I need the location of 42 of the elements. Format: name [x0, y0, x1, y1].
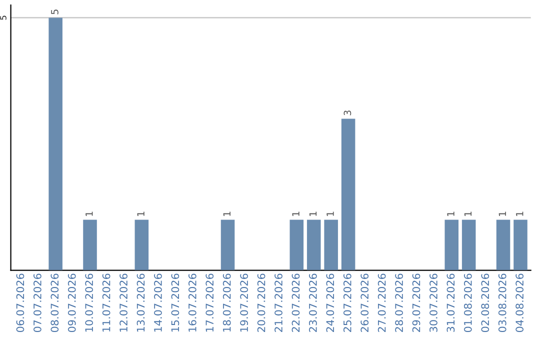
x-tick-label: 02.08.2026 [481, 274, 490, 332]
x-tick-label: 26.07.2026 [360, 274, 369, 332]
x-tick-label: 24.07.2026 [326, 274, 334, 332]
x-tick-label: 09.07.2026 [68, 274, 76, 332]
x-tick-label: 20.07.2026 [257, 274, 266, 332]
x-tick-label: 27.07.2026 [378, 274, 386, 332]
x-tick-label: 16.07.2026 [188, 274, 196, 332]
data-label: 1 [137, 212, 144, 216]
x-tick-label: 23.07.2026 [309, 274, 317, 332]
x-tick-label: 12.07.2026 [120, 274, 128, 332]
data-label: 1 [464, 212, 472, 216]
data-label: 1 [223, 212, 230, 216]
x-tick-label: 30.07.2026 [430, 274, 438, 332]
x-tick-label: 19.07.2026 [240, 274, 248, 332]
x-tick-label: 01.08.2026 [464, 274, 472, 332]
data-label: 1 [309, 212, 317, 216]
x-tick-label: 08.07.2026 [50, 274, 59, 332]
x-tick-label: 07.07.2026 [33, 274, 42, 332]
x-tick-label: 31.07.2026 [446, 274, 455, 332]
data-label: 3 [344, 110, 352, 116]
data-label: 1 [516, 212, 524, 216]
x-tick-label: 28.07.2026 [395, 274, 403, 332]
x-tick-label: 10.07.2026 [85, 274, 94, 332]
data-label: 1 [447, 212, 454, 216]
x-tick-label: 06.07.2026 [16, 274, 24, 332]
data-label: 1 [326, 212, 334, 216]
x-tick-label: 11.07.2026 [102, 274, 110, 332]
x-tick-label: 21.07.2026 [274, 274, 282, 332]
data-label: 1 [498, 212, 506, 216]
x-tick-label: 13.07.2026 [136, 274, 145, 332]
x-tick-label: 14.07.2026 [154, 274, 162, 332]
x-tick-label: 04.08.2026 [516, 274, 524, 332]
data-label: 1 [86, 212, 93, 216]
x-tick-label: 18.07.2026 [222, 274, 231, 332]
x-tick-label: 17.07.2026 [206, 274, 214, 332]
data-label: 5 [51, 10, 58, 14]
x-tick-label: 22.07.2026 [292, 274, 300, 332]
x-tick-label: 15.07.2026 [171, 274, 180, 332]
x-tick-label: 25.07.2026 [343, 274, 352, 332]
data-label: 1 [292, 212, 300, 216]
x-tick-label: 03.08.2026 [498, 274, 506, 332]
x-tick-label: 29.07.2026 [412, 274, 420, 332]
